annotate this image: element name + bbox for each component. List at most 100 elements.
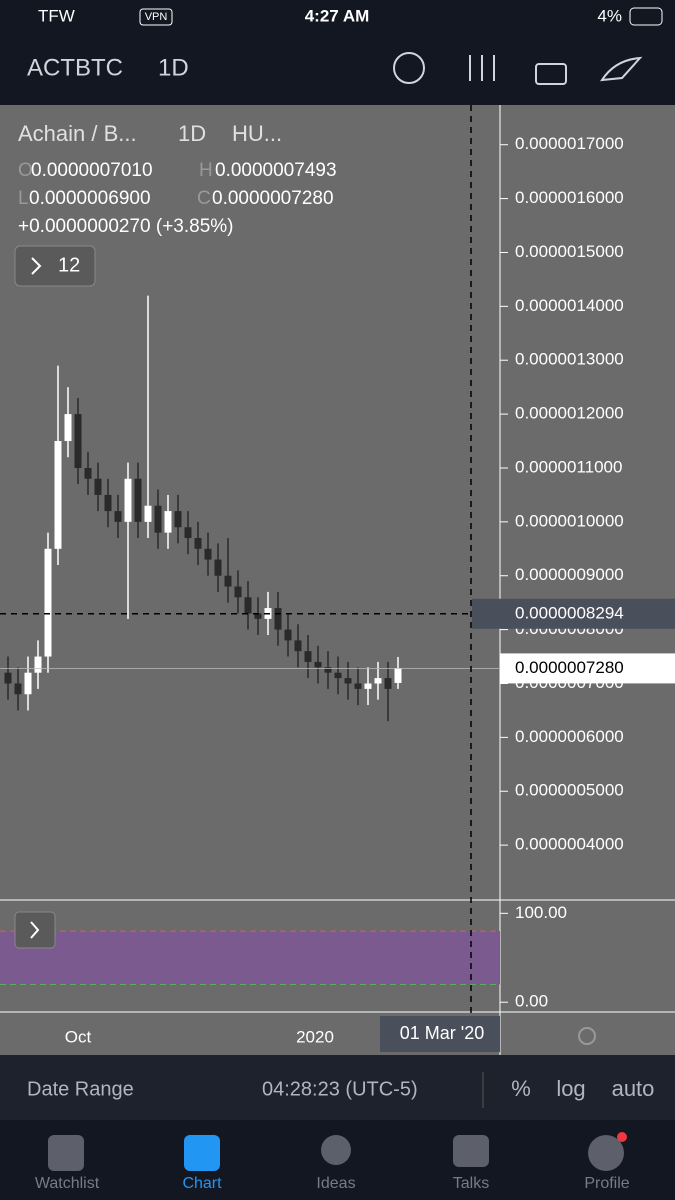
clock: 4:27 AM bbox=[305, 6, 370, 25]
log-toggle[interactable]: log bbox=[556, 1076, 585, 1101]
y-tick-label: 0.0000016000 bbox=[515, 188, 624, 207]
y-tick-label: 0.0000005000 bbox=[515, 781, 624, 800]
candle-body bbox=[254, 613, 262, 619]
candle-body bbox=[114, 511, 122, 522]
candle-body bbox=[354, 683, 362, 689]
tab-icon[interactable] bbox=[453, 1135, 489, 1167]
candle-body bbox=[384, 678, 392, 689]
tab-label[interactable]: Talks bbox=[453, 1175, 489, 1192]
vpn-box bbox=[139, 8, 173, 26]
candle-body bbox=[224, 575, 232, 587]
candle-body bbox=[304, 651, 312, 662]
date-range[interactable]: Date Range bbox=[27, 1078, 134, 1100]
candle-body bbox=[54, 441, 62, 549]
legend-value: 0.0000007010 bbox=[31, 160, 153, 181]
legend-key: H bbox=[199, 160, 213, 181]
last-price-box bbox=[500, 653, 675, 684]
candle-body bbox=[294, 640, 302, 652]
tab-icon[interactable] bbox=[48, 1135, 84, 1171]
candle-body bbox=[84, 467, 92, 479]
tab-icon[interactable] bbox=[184, 1135, 220, 1171]
y-tick-label: 0.0000015000 bbox=[515, 242, 624, 261]
candle-body bbox=[24, 672, 32, 695]
candle-body bbox=[344, 678, 352, 684]
legend-value: 0.0000006900 bbox=[29, 188, 151, 209]
toolbar bbox=[0, 1055, 675, 1120]
candle-body bbox=[184, 527, 192, 539]
candle-body bbox=[124, 478, 132, 522]
candle-body bbox=[274, 608, 282, 630]
y-tick-label: 0.0000010000 bbox=[515, 511, 624, 530]
tab-label[interactable]: Watchlist bbox=[35, 1175, 100, 1192]
crosshair-box bbox=[472, 598, 675, 629]
candle-body bbox=[4, 672, 12, 684]
candle-body bbox=[154, 505, 162, 533]
date-label-box bbox=[380, 1016, 500, 1052]
y-tick-label: 0.0000012000 bbox=[515, 404, 624, 423]
candle-body bbox=[314, 661, 322, 668]
indicator-count: 12 bbox=[58, 254, 80, 276]
tab-label[interactable]: Chart bbox=[182, 1175, 222, 1192]
legend-key: L bbox=[18, 188, 29, 209]
candle-body bbox=[324, 667, 332, 673]
candle-body bbox=[34, 656, 42, 673]
battery-text: 4% bbox=[597, 6, 622, 25]
candle-body bbox=[144, 505, 152, 522]
candle-body bbox=[394, 668, 402, 683]
candle-body bbox=[104, 494, 112, 512]
y-tick-label: 0.0000013000 bbox=[515, 350, 624, 369]
candle-body bbox=[134, 478, 142, 522]
tab-label[interactable]: Ideas bbox=[316, 1175, 355, 1192]
legend-key: O bbox=[18, 160, 33, 181]
candle-body bbox=[174, 511, 182, 528]
candle-body bbox=[284, 629, 292, 641]
tab-icon[interactable] bbox=[588, 1135, 624, 1171]
draw-icon[interactable] bbox=[600, 56, 643, 82]
legend-interval: 1D bbox=[178, 121, 206, 146]
candle-body bbox=[194, 538, 202, 549]
vpn: VPN bbox=[145, 11, 168, 23]
crosshair-date: 01 Mar '20 bbox=[400, 1023, 484, 1043]
lock-icon[interactable] bbox=[535, 63, 567, 85]
percent-toggle[interactable]: % bbox=[511, 1076, 531, 1101]
chart-bg bbox=[0, 105, 675, 1055]
candle-body bbox=[44, 548, 52, 657]
symbol[interactable]: ACTBTC bbox=[27, 54, 123, 81]
badge bbox=[617, 1132, 627, 1142]
time-zone[interactable]: 04:28:23 (UTC-5) bbox=[262, 1078, 418, 1100]
y-tick-label: 0.0000006000 bbox=[515, 727, 624, 746]
candle-body bbox=[334, 672, 342, 679]
interval[interactable]: 1D bbox=[158, 54, 189, 81]
x-label: Oct bbox=[65, 1027, 92, 1046]
battery bbox=[629, 7, 663, 26]
candle-body bbox=[74, 414, 82, 468]
crosshair-label: 0.0000008294 bbox=[515, 603, 624, 622]
settings-icon[interactable] bbox=[578, 1027, 596, 1045]
candle-body bbox=[204, 548, 212, 560]
top-bar bbox=[0, 0, 675, 105]
chevron bbox=[30, 921, 40, 939]
osc-toggle[interactable] bbox=[14, 911, 56, 949]
auto-toggle[interactable]: auto bbox=[612, 1076, 655, 1101]
y-tick-label: 0.0000014000 bbox=[515, 296, 624, 315]
legend-name: Achain / B... bbox=[18, 121, 137, 146]
candle-body bbox=[374, 678, 382, 684]
y-tick-label: 0.0000004000 bbox=[515, 835, 624, 854]
osc-tick-label: 100.00 bbox=[515, 903, 567, 922]
indicators-icon[interactable] bbox=[469, 55, 495, 81]
legend-value: 0.0000007280 bbox=[212, 188, 334, 209]
last-price-label: 0.0000007280 bbox=[515, 658, 624, 677]
tab-icon[interactable] bbox=[321, 1135, 351, 1165]
candle-body bbox=[14, 683, 22, 695]
indicator-toggle[interactable] bbox=[14, 245, 96, 287]
osc-band bbox=[0, 931, 500, 985]
candle-body bbox=[164, 511, 172, 533]
tab-label[interactable]: Profile bbox=[584, 1175, 629, 1192]
carrier: TFW bbox=[38, 6, 75, 25]
candle-body bbox=[64, 414, 72, 442]
x-label: 2020 bbox=[296, 1027, 334, 1046]
alert-icon[interactable] bbox=[393, 52, 425, 84]
legend-change: +0.0000000270 (+3.85%) bbox=[18, 216, 234, 237]
